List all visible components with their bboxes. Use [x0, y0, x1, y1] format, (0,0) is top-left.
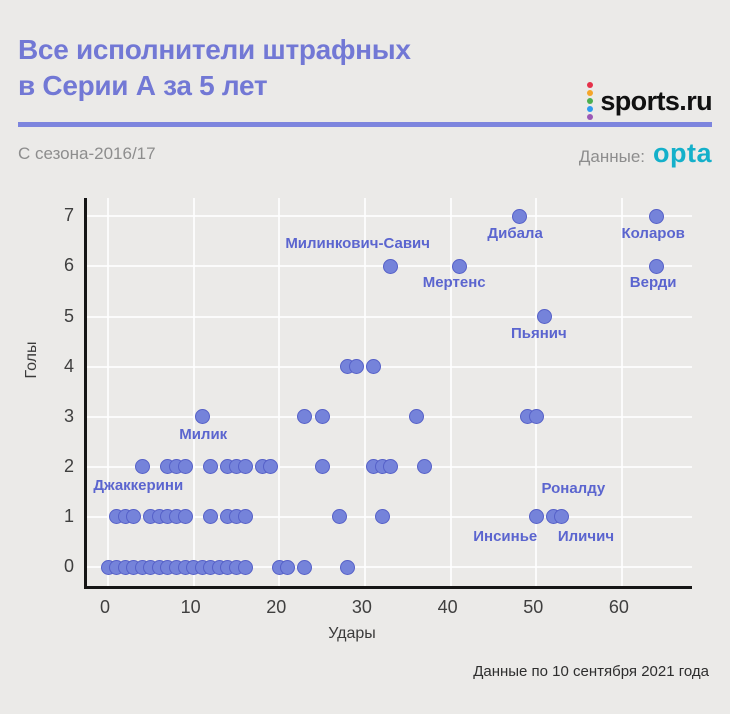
player-label: Роналду — [541, 479, 606, 497]
data-source-label: Данные: — [578, 147, 645, 166]
data-point — [237, 559, 253, 575]
data-point — [348, 359, 364, 375]
page-title: Все исполнители штрафных в Серии А за 5 … — [18, 32, 411, 104]
data-point — [203, 509, 219, 525]
data-point — [554, 509, 570, 525]
gridline — [535, 198, 538, 586]
player-label: Джаккерини — [93, 476, 184, 494]
x-tick-label: 10 — [180, 597, 201, 617]
data-source: Данные: opta — [579, 138, 712, 169]
y-tick-label: 3 — [63, 405, 74, 426]
page-title-line2: в Серии А за 5 лет — [18, 70, 268, 101]
data-point — [366, 359, 381, 375]
header-divider — [18, 122, 712, 127]
data-point — [340, 559, 356, 575]
brand-dot-icon — [587, 106, 594, 112]
brand-dot-icon — [587, 90, 594, 96]
player-label: Милинкович-Савич — [285, 235, 430, 253]
gridline — [87, 365, 692, 368]
data-point — [203, 459, 219, 475]
player-label: Пьянич — [510, 324, 567, 342]
data-point — [511, 208, 527, 224]
season-subtitle: С сезона-2016/17 — [18, 144, 156, 163]
data-point — [648, 208, 664, 224]
data-point — [237, 509, 253, 525]
y-tick-label: 6 — [63, 255, 74, 276]
data-point — [314, 409, 330, 425]
gridline — [87, 415, 692, 418]
x-axis-title: Удары — [328, 625, 376, 642]
x-tick-label: 30 — [351, 597, 372, 617]
gridline — [449, 198, 452, 586]
player-label: Дибала — [487, 225, 543, 243]
sports-ru-dots-icon — [587, 82, 594, 120]
data-point — [374, 509, 390, 525]
footer-note: Данные по 10 сентября 2021 года — [473, 663, 709, 680]
data-point — [134, 459, 150, 475]
data-point — [297, 409, 313, 425]
brand-dot-icon — [587, 82, 594, 88]
sports-ru-wordmark: sports.ru — [600, 85, 712, 116]
page-title-line1: Все исполнители штрафных — [18, 34, 411, 65]
data-point — [177, 509, 193, 525]
data-point — [194, 409, 210, 425]
y-tick-label: 2 — [63, 455, 74, 476]
data-point — [263, 459, 279, 475]
brand-dot-icon — [587, 114, 594, 120]
y-tick-label: 5 — [63, 305, 74, 326]
x-tick-label: 50 — [523, 597, 544, 617]
y-tick-label: 0 — [63, 556, 74, 576]
x-tick-label: 40 — [437, 597, 458, 617]
brand-dot-icon — [587, 98, 594, 104]
gridline — [192, 198, 195, 586]
gridline — [278, 198, 281, 586]
data-point — [528, 409, 544, 425]
data-point — [237, 459, 253, 475]
player-label: Мертенс — [422, 274, 486, 292]
data-point — [177, 459, 193, 475]
data-point — [297, 559, 313, 575]
data-point — [331, 509, 347, 525]
gridline — [107, 198, 109, 586]
player-label: Иличич — [557, 527, 615, 545]
player-label: Коларов — [621, 225, 685, 243]
data-point — [537, 309, 553, 324]
data-point — [383, 459, 399, 475]
data-point — [280, 559, 296, 575]
scatter-plot-area: Дибала Коларов Милинкович-Савич Мертенс Верд… — [84, 198, 692, 589]
y-tick-label: 1 — [63, 505, 74, 526]
x-tick-label: 0 — [99, 597, 110, 617]
data-point — [314, 459, 330, 475]
sports-ru-logo: sports.ru — [587, 82, 713, 120]
gridline — [363, 198, 366, 586]
gridline — [87, 215, 692, 218]
data-point — [451, 258, 467, 274]
data-point — [383, 258, 399, 274]
gridline — [87, 315, 692, 318]
data-point — [126, 509, 142, 525]
x-tick-label: 20 — [266, 597, 287, 617]
player-label: Инсинье — [473, 527, 538, 545]
gridline — [620, 198, 623, 586]
y-tick-label: 4 — [63, 355, 74, 376]
gridline — [87, 566, 692, 568]
data-point — [408, 409, 424, 425]
x-tick-label: 60 — [608, 597, 629, 617]
player-label: Верди — [629, 274, 677, 292]
y-tick-label: 7 — [63, 205, 74, 226]
opta-logo: opta — [653, 138, 712, 168]
data-point — [648, 258, 664, 274]
data-point — [528, 509, 544, 525]
player-label: Милик — [179, 425, 228, 443]
data-point — [417, 459, 433, 475]
